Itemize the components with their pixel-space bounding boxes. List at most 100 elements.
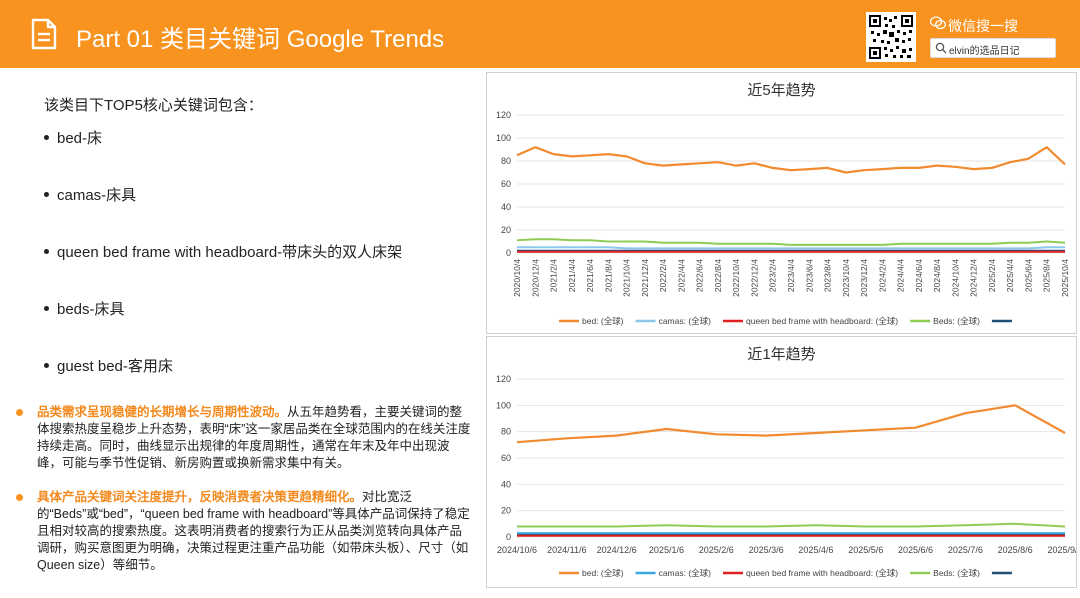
- insight-highlight: 具体产品关键词关注度提升，反映消费者决策更趋精细化。: [37, 490, 363, 504]
- x-tick-label: 2024/11/6: [547, 545, 586, 555]
- x-tick-label: 2024/10/6: [497, 545, 537, 555]
- x-tick-label: 2025/2/6: [699, 545, 734, 555]
- x-tick-label: 2023/8/4: [823, 259, 833, 292]
- bullet-dot: [44, 191, 49, 197]
- x-tick-label: 2021/6/4: [585, 259, 595, 292]
- legend-entry[interactable]: bed: (全球): [559, 316, 624, 326]
- x-tick-label: 2022/10/4: [731, 259, 741, 297]
- x-tick-label: 2024/2/4: [877, 259, 887, 292]
- legend-label: queen bed frame with headboard: (全球): [746, 316, 898, 326]
- x-tick-label: 2022/2/4: [658, 259, 668, 292]
- x-tick-label: 2024/4/4: [896, 259, 906, 292]
- header-bar: Part 01 类目关键词 Google Trends 微信搜一搜: [0, 0, 1080, 68]
- keyword-label: beds-床具: [57, 301, 125, 318]
- y-tick-label: 60: [501, 453, 511, 463]
- bullet-dot: [44, 248, 49, 254]
- x-tick-label: 2024/10/4: [950, 259, 960, 297]
- x-tick-label: 2021/4/4: [567, 259, 577, 292]
- x-tick-label: 2024/12/4: [969, 259, 979, 297]
- x-tick-label: 2022/8/4: [713, 259, 723, 292]
- x-tick-label: 2020/12/4: [530, 259, 540, 297]
- keyword-item: bed-床: [44, 127, 102, 148]
- x-tick-label: 2025/2/4: [987, 259, 997, 292]
- x-tick-label: 2022/12/4: [749, 259, 759, 297]
- x-tick-label: 2025/4/4: [1005, 259, 1015, 292]
- legend-label: Beds: (全球): [933, 316, 980, 326]
- insight-note: 品类需求呈现稳健的长期增长与周期性波动。从五年趋势看，主要关键词的整体搜索热度呈…: [16, 404, 472, 472]
- y-tick-label: 20: [501, 506, 511, 516]
- x-tick-label: 2025/6/6: [898, 545, 933, 555]
- legend-entry[interactable]: queen bed frame with headboard: (全球): [723, 568, 898, 578]
- x-tick-label: 2021/8/4: [603, 259, 613, 292]
- insight-body: 从五年趋势看，主要关键词的整体搜索热度呈稳步上升态势，表明“床”这一家居品类在全…: [37, 405, 471, 470]
- legend-label: Beds: (全球): [933, 568, 980, 578]
- legend-label: queen bed frame with headboard: (全球): [746, 568, 898, 578]
- legend-label: bed: (全球): [582, 568, 624, 578]
- y-tick-label: 80: [501, 156, 511, 166]
- wechat-search-label: 微信搜一搜: [948, 18, 1018, 34]
- legend-label: bed: (全球): [582, 316, 624, 326]
- keyword-item: beds-床具: [44, 298, 125, 319]
- page-title: Part 01 类目关键词 Google Trends: [76, 26, 445, 53]
- series-line-0: [516, 404, 1066, 444]
- chart-title: 近1年趋势: [747, 346, 815, 363]
- x-tick-label: 2025/9/6: [1047, 545, 1076, 555]
- document-icon: [31, 18, 57, 50]
- x-tick-label: 2025/5/6: [848, 545, 883, 555]
- insight-highlight: 品类需求呈现稳健的长期增长与周期性波动。: [37, 405, 288, 419]
- legend-entry[interactable]: Beds: (全球): [910, 568, 980, 578]
- x-tick-label: 2021/2/4: [549, 259, 559, 292]
- wechat-search-box[interactable]: elvin的选品日记: [930, 38, 1056, 58]
- x-tick-label: 2023/4/4: [786, 259, 796, 292]
- series-line-0: [516, 146, 1066, 174]
- bullet-dot: [44, 305, 49, 311]
- chart-1-year-trend: 近1年趋势 0 20 40 60 80 100 120 2024/10/6 2024/11/6 20…: [486, 336, 1077, 588]
- legend-label: camas: (全球): [659, 568, 712, 578]
- keyword-label: camas-床具: [57, 187, 137, 204]
- legend-entry[interactable]: bed: (全球): [559, 568, 624, 578]
- keyword-item: camas-床具: [44, 184, 136, 205]
- keyword-label: guest bed-客用床: [57, 358, 173, 375]
- qr-code-icon: [869, 15, 913, 59]
- y-tick-label: 0: [506, 532, 511, 542]
- x-tick-label: 2025/3/6: [749, 545, 784, 555]
- x-tick-label: 2024/6/4: [914, 259, 924, 292]
- x-tick-label: 2024/12/6: [597, 545, 637, 555]
- keyword-item: guest bed-客用床: [44, 355, 173, 376]
- chart-5-year-svg: 近5年趋势 0 20 40 60 80 100 120 2020/10/4 2020/12/4 20…: [496, 82, 1070, 326]
- qr-code[interactable]: [866, 12, 916, 62]
- legend-entry[interactable]: Beds: (全球): [910, 316, 980, 326]
- y-tick-label: 120: [496, 374, 511, 384]
- y-tick-label: 40: [501, 479, 511, 489]
- x-tick-label: 2020/10/4: [512, 259, 522, 297]
- wechat-icon: [930, 16, 946, 30]
- y-tick-label: 40: [501, 202, 511, 212]
- x-tick-label: 2025/1/6: [649, 545, 684, 555]
- keyword-label: bed-床: [57, 130, 103, 147]
- insight-body: 对比宽泛的“Beds”或“bed”，“queen bed frame with …: [37, 490, 470, 572]
- x-tick-label: 2022/6/4: [695, 259, 705, 292]
- x-tick-label: 2023/2/4: [768, 259, 778, 292]
- wechat-search-widget: 微信搜一搜 elvin的选品日记: [930, 10, 1060, 62]
- search-query-text: elvin的选品日记: [949, 46, 1020, 57]
- x-tick-label: 2025/10/4: [1060, 259, 1070, 297]
- x-tick-label: 2021/10/4: [622, 259, 632, 297]
- legend-entry[interactable]: camas: (全球): [635, 316, 712, 326]
- orange-bullet: [16, 494, 23, 501]
- bullet-dot: [44, 134, 49, 140]
- legend-entry[interactable]: camas: (全球): [635, 568, 712, 578]
- y-tick-label: 80: [501, 427, 511, 437]
- x-tick-label: 2025/8/4: [1042, 259, 1052, 292]
- x-tick-label: 2024/8/4: [932, 259, 942, 292]
- x-tick-label: 2025/7/6: [948, 545, 983, 555]
- chart-5-year-trend: 近5年趋势 0 20 40 60 80 100 120 2020/10/4 2020/12/4 20…: [486, 72, 1077, 334]
- y-tick-label: 100: [496, 400, 511, 410]
- bullet-dot: [44, 362, 49, 368]
- x-tick-label: 2022/4/4: [676, 259, 686, 292]
- x-tick-label: 2023/10/4: [841, 259, 851, 297]
- orange-bullet: [16, 409, 23, 416]
- legend-entry[interactable]: queen bed frame with headboard: (全球): [723, 316, 898, 326]
- insight-text: 具体产品关键词关注度提升，反映消费者决策更趋精细化。对比宽泛的“Beds”或“b…: [37, 489, 472, 574]
- insight-note: 具体产品关键词关注度提升，反映消费者决策更趋精细化。对比宽泛的“Beds”或“b…: [16, 489, 472, 574]
- x-tick-label: 2023/6/4: [804, 259, 814, 292]
